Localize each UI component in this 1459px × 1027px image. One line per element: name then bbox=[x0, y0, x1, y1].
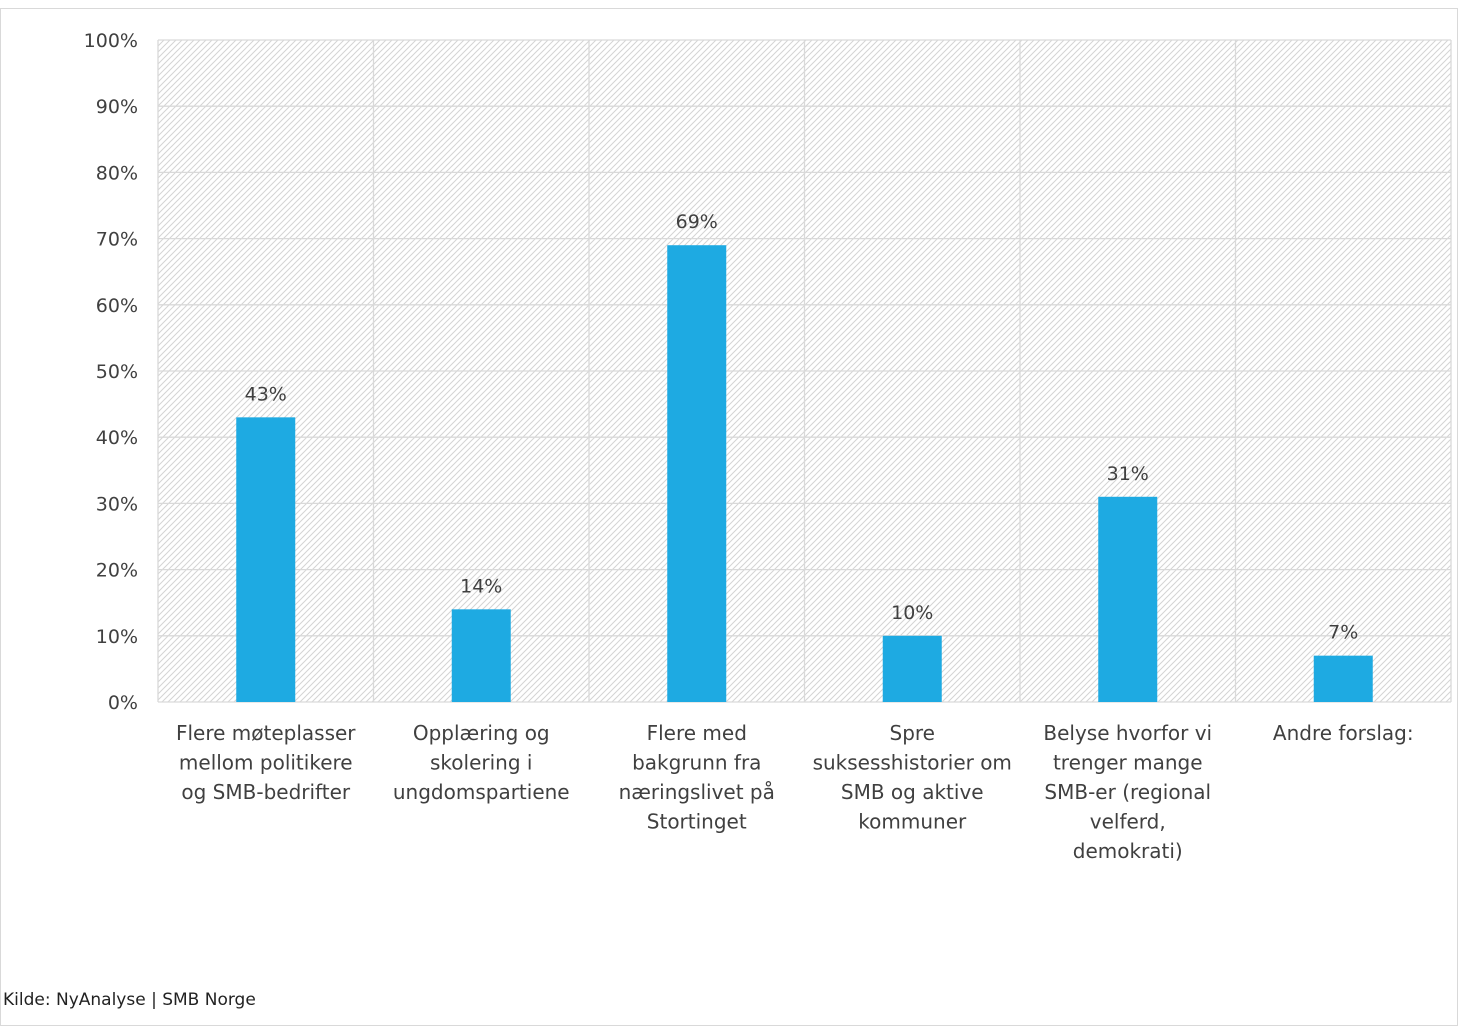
data-label: 43% bbox=[245, 383, 287, 405]
y-axis-ticks: 0% 10% 20% 30% 40% 50% 60% 70% 80% 90% 100% bbox=[84, 30, 138, 714]
y-tick-label: 50% bbox=[96, 361, 138, 383]
x-category-label: Belyse hvorfor vi trenger mange SMB-er (re… bbox=[1043, 721, 1212, 863]
source-note: Kilde: NyAnalyse | SMB Norge bbox=[3, 990, 256, 1010]
chart-border bbox=[0, 8, 1458, 1026]
y-tick-label: 80% bbox=[96, 162, 138, 184]
x-category-label: Spre suksesshistorier om SMB og aktive komm… bbox=[813, 721, 1012, 834]
x-category-label: Flere møteplasser mellom politikere og SMB… bbox=[176, 721, 356, 804]
x-category-label: Opplæring og skolering i ungdomspartiene bbox=[393, 721, 570, 804]
x-axis-categories: Flere møteplasser mellom politikere og SMB… bbox=[176, 721, 1414, 863]
y-tick-label: 10% bbox=[96, 626, 138, 648]
gridlines bbox=[157, 39, 1452, 703]
bar bbox=[667, 245, 727, 702]
bar bbox=[236, 417, 296, 702]
bar bbox=[451, 609, 511, 702]
y-tick-label: 40% bbox=[96, 427, 138, 449]
x-category-label: Andre forslag: bbox=[1273, 721, 1414, 745]
y-tick-label: 90% bbox=[96, 96, 138, 118]
data-label: 10% bbox=[891, 602, 933, 624]
y-tick-label: 100% bbox=[84, 30, 138, 52]
y-tick-label: 60% bbox=[96, 295, 138, 317]
y-tick-label: 70% bbox=[96, 229, 138, 251]
y-tick-label: 0% bbox=[108, 692, 138, 714]
data-label: 31% bbox=[1107, 463, 1149, 485]
data-labels: 43% 14% 69% 10% 31% 7% bbox=[245, 211, 1359, 643]
y-tick-label: 30% bbox=[96, 493, 138, 515]
data-label: 69% bbox=[676, 211, 718, 233]
bars bbox=[236, 245, 1373, 702]
y-tick-label: 20% bbox=[96, 560, 138, 582]
bar bbox=[1098, 496, 1158, 702]
bar bbox=[882, 635, 942, 702]
x-category-label: Flere med bakgrunn fra næringslivet på Stor… bbox=[619, 721, 775, 834]
data-label: 14% bbox=[460, 575, 502, 597]
bar bbox=[1313, 655, 1373, 702]
data-label: 7% bbox=[1328, 622, 1358, 644]
